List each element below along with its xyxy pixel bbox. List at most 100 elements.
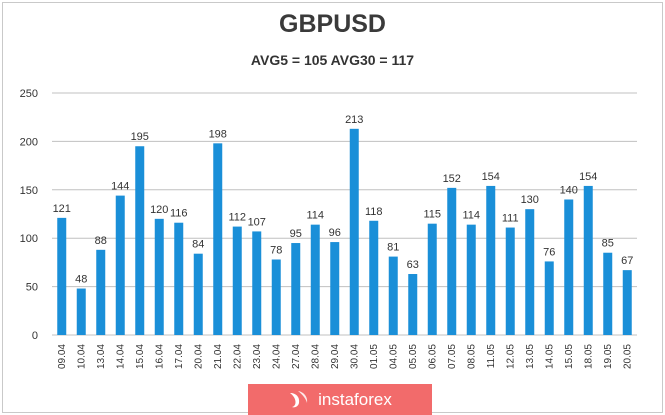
bar-20.04 — [193, 253, 203, 335]
bar-19.05 — [603, 252, 613, 335]
x-tick-label: 07.05 — [447, 344, 458, 369]
data-label: 198 — [209, 128, 227, 140]
data-label: 140 — [560, 184, 578, 196]
x-tick-label: 24.04 — [271, 344, 282, 369]
data-label: 63 — [407, 259, 419, 271]
bar-14.04 — [115, 195, 125, 335]
x-axis-ticks: 09.04 10.04 13.04 14.04 15.04 16.04 17.04 20.04… — [57, 344, 634, 369]
x-tick-label: 30.04 — [349, 344, 360, 369]
x-tick-label: 20.05 — [622, 344, 633, 369]
data-label: 115 — [423, 209, 441, 221]
x-tick-label: 22.04 — [232, 344, 243, 369]
x-tick-label: 21.04 — [213, 344, 224, 369]
data-label: 111 — [502, 213, 519, 225]
x-tick-label: 06.05 — [427, 344, 438, 369]
data-label: 121 — [53, 203, 71, 215]
instaforex-logo: instaforex — [248, 384, 432, 415]
x-tick-label: 14.05 — [544, 344, 555, 369]
x-tick-label: 10.04 — [76, 344, 87, 369]
bar-01.05 — [369, 220, 379, 335]
x-tick-label: 15.05 — [564, 344, 575, 369]
chart-title: GBPUSD — [279, 10, 386, 38]
data-label: 154 — [579, 171, 597, 183]
data-label: 195 — [131, 131, 149, 143]
bar-17.04 — [174, 222, 184, 335]
x-tick-label: 11.05 — [486, 344, 497, 369]
y-tick-label: 50 — [26, 282, 38, 294]
data-label: 67 — [621, 255, 633, 267]
data-label: 130 — [521, 194, 539, 206]
data-label: 114 — [306, 210, 324, 222]
data-label: 120 — [150, 204, 168, 216]
bar-09.04 — [57, 217, 67, 335]
bar-27.04 — [291, 243, 301, 335]
bar-06.05 — [427, 223, 437, 335]
y-tick-label: 200 — [20, 136, 38, 148]
x-tick-label: 01.05 — [369, 344, 380, 369]
bar-15.04 — [135, 146, 145, 335]
bar-13.05 — [525, 209, 535, 335]
data-label: 116 — [170, 208, 188, 220]
x-tick-label: 14.04 — [115, 344, 126, 369]
data-label: 85 — [602, 238, 614, 250]
bar-22.04 — [232, 226, 242, 335]
data-label: 112 — [228, 212, 246, 224]
bar-20.05 — [622, 270, 632, 335]
data-label: 213 — [345, 114, 363, 126]
data-label: 48 — [75, 274, 87, 286]
data-label: 118 — [365, 206, 383, 218]
data-label: 95 — [290, 228, 302, 240]
x-tick-label: 27.04 — [291, 344, 302, 369]
bar-30.04 — [349, 128, 359, 335]
grid-lines — [52, 92, 637, 336]
bar-21.04 — [213, 143, 223, 335]
data-label: 144 — [111, 181, 129, 193]
data-label: 114 — [462, 210, 480, 222]
x-tick-label: 20.04 — [193, 344, 204, 369]
bar-10.04 — [76, 288, 86, 335]
x-tick-label: 13.05 — [525, 344, 536, 369]
data-label: 96 — [329, 227, 341, 239]
y-axis-ticks: 0 50 100 150 200 250 — [20, 88, 38, 342]
bar-18.05 — [583, 185, 593, 335]
x-tick-label: 09.04 — [57, 344, 68, 369]
x-tick-label: 12.05 — [505, 344, 516, 369]
bar-08.05 — [466, 224, 476, 335]
bar-14.05 — [544, 261, 554, 335]
bar-15.05 — [564, 199, 574, 335]
bar-12.05 — [505, 227, 515, 335]
bar-29.04 — [330, 242, 340, 335]
x-tick-label: 16.04 — [154, 344, 165, 369]
x-tick-label: 29.04 — [330, 344, 341, 369]
data-label: 76 — [543, 246, 555, 258]
bar-07.05 — [447, 187, 457, 335]
data-label: 107 — [248, 216, 266, 228]
bar-24.04 — [271, 259, 281, 335]
chart-subtitle: AVG5 = 105 AVG30 = 117 — [250, 52, 415, 68]
bar-28.04 — [310, 224, 320, 335]
bar-04.05 — [388, 256, 398, 335]
bar-13.04 — [96, 249, 106, 335]
data-label: 88 — [95, 235, 107, 247]
data-label: 81 — [387, 242, 399, 254]
x-tick-label: 28.04 — [310, 344, 321, 369]
y-tick-label: 100 — [20, 233, 38, 245]
bar-23.04 — [252, 231, 262, 335]
x-tick-label: 18.05 — [583, 344, 594, 369]
data-label: 78 — [270, 244, 282, 256]
x-tick-label: 13.04 — [96, 344, 107, 369]
x-tick-label: 17.04 — [174, 344, 185, 369]
y-tick-label: 0 — [32, 330, 38, 342]
x-tick-label: 19.05 — [603, 344, 614, 369]
y-tick-label: 150 — [20, 185, 38, 197]
x-tick-label: 04.05 — [388, 344, 399, 369]
x-tick-label: 05.05 — [408, 344, 419, 369]
data-labels: 121 48 88 144 195 120 116 84 198 112 107 78 95 114 96 2… — [53, 114, 634, 286]
data-label: 84 — [192, 239, 204, 251]
x-tick-label: 15.04 — [135, 344, 146, 369]
bar-05.05 — [408, 274, 418, 335]
logo-mark-icon — [290, 390, 308, 407]
bars — [57, 128, 632, 335]
